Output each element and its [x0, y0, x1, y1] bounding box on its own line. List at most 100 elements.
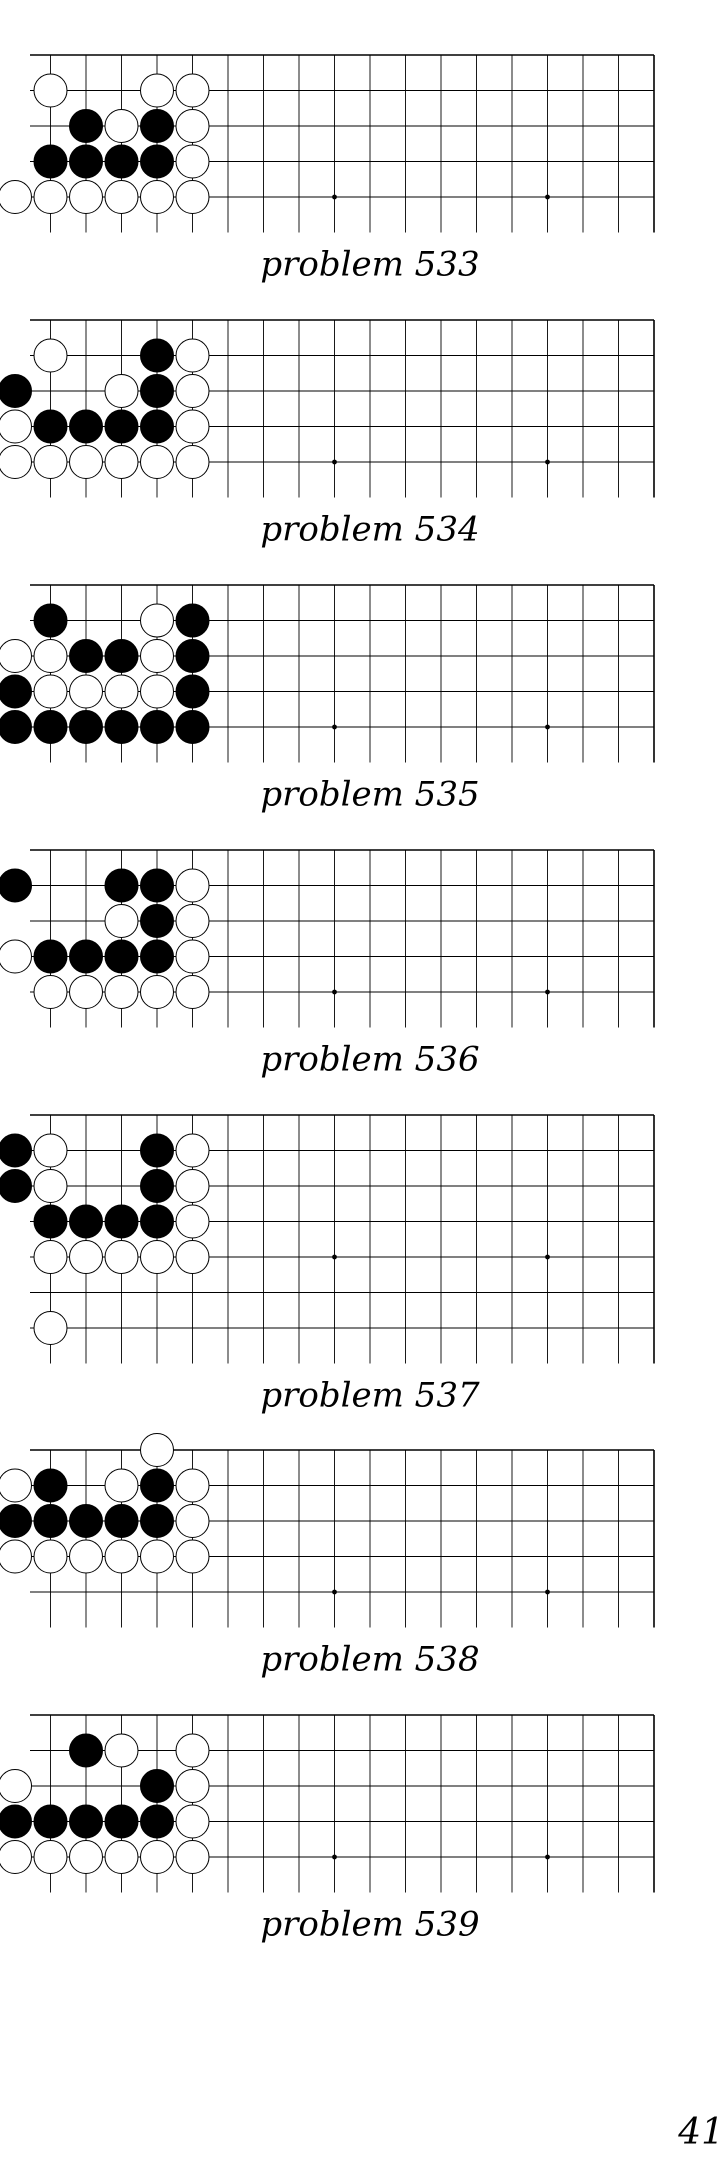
white-stone: [33, 445, 68, 479]
go-board: problem 534: [0, 319, 655, 550]
white-stone: [33, 338, 68, 373]
white-stone: [175, 144, 210, 179]
white-stone: [175, 975, 210, 1009]
black-stone: [33, 144, 68, 179]
black-stone: [140, 868, 174, 903]
black-stone: [69, 109, 103, 143]
white-stone: [140, 603, 174, 638]
black-stone: [140, 710, 174, 744]
problem-caption: problem 535: [260, 775, 479, 815]
white-stone: [175, 1468, 210, 1503]
black-stone: [140, 338, 174, 373]
white-stone: [104, 445, 139, 479]
white-stone: [33, 975, 68, 1009]
black-stone: [69, 1504, 103, 1538]
white-stone: [175, 1733, 210, 1768]
white-stone: [140, 445, 174, 479]
white-stone: [175, 1240, 210, 1274]
black-stone: [140, 144, 174, 179]
problem-caption: problem 537: [260, 1376, 480, 1416]
black-stone: [33, 1804, 68, 1839]
white-stone: [69, 674, 103, 709]
black-stone: [0, 1133, 32, 1168]
black-stone: [69, 144, 103, 179]
black-stone: [175, 639, 210, 673]
black-stone: [33, 710, 68, 744]
black-stone: [140, 939, 174, 974]
hoshi-point: [545, 724, 550, 730]
white-stone: [104, 904, 139, 938]
white-stone: [0, 1769, 32, 1803]
black-stone: [69, 1204, 103, 1239]
white-stone: [69, 975, 103, 1009]
problem-caption: problem 534: [260, 510, 479, 550]
white-stone: [69, 1240, 103, 1274]
black-stone: [33, 603, 68, 638]
white-stone: [104, 109, 139, 143]
white-stone: [104, 1539, 139, 1574]
black-stone: [0, 674, 32, 709]
white-stone: [104, 1240, 139, 1274]
black-stone: [140, 904, 174, 938]
problem-caption: problem 533: [260, 245, 479, 285]
go-board: problem 536: [0, 849, 655, 1080]
white-stone: [33, 73, 68, 108]
white-stone: [69, 180, 103, 214]
white-stone: [33, 180, 68, 214]
white-stone: [33, 1169, 68, 1203]
white-stone: [140, 73, 174, 108]
white-stone: [104, 1840, 139, 1874]
white-stone: [175, 1169, 210, 1203]
white-stone: [0, 180, 32, 214]
white-stone: [0, 639, 32, 673]
white-stone: [0, 939, 32, 974]
black-stone: [33, 1204, 68, 1239]
black-stone: [0, 868, 32, 903]
white-stone: [104, 674, 139, 709]
white-stone: [69, 445, 103, 479]
white-stone: [69, 1840, 103, 1874]
black-stone: [69, 710, 103, 744]
white-stone: [0, 409, 32, 444]
hoshi-point: [545, 194, 550, 200]
black-stone: [0, 1169, 32, 1203]
hoshi-point: [545, 1854, 550, 1860]
hoshi-point: [332, 1854, 337, 1860]
white-stone: [175, 180, 210, 214]
black-stone: [0, 374, 32, 408]
black-stone: [140, 1204, 174, 1239]
black-stone: [33, 1468, 68, 1503]
black-stone: [104, 868, 139, 903]
white-stone: [175, 1840, 210, 1874]
page-number: 41: [678, 2112, 724, 2153]
white-stone: [104, 1733, 139, 1768]
white-stone: [175, 73, 210, 108]
hoshi-point: [545, 989, 550, 995]
hoshi-point: [332, 194, 337, 200]
black-stone: [140, 409, 174, 444]
white-stone: [104, 975, 139, 1009]
white-stone: [104, 374, 139, 408]
black-stone: [0, 1804, 32, 1839]
white-stone: [140, 639, 174, 673]
go-board: problem 535: [0, 584, 655, 815]
hoshi-point: [545, 459, 550, 465]
black-stone: [140, 109, 174, 143]
go-board: problem 539: [0, 1714, 655, 1945]
white-stone: [175, 1804, 210, 1839]
black-stone: [0, 1504, 32, 1538]
hoshi-point: [332, 1589, 337, 1595]
black-stone: [0, 710, 32, 744]
black-stone: [33, 409, 68, 444]
black-stone: [104, 409, 139, 444]
white-stone: [33, 1539, 68, 1574]
white-stone: [69, 1539, 103, 1574]
black-stone: [140, 1169, 174, 1203]
white-stone: [0, 445, 32, 479]
problem-caption: problem 536: [260, 1040, 479, 1080]
white-stone: [33, 1840, 68, 1874]
black-stone: [104, 710, 139, 744]
white-stone: [175, 939, 210, 974]
black-stone: [175, 603, 210, 638]
